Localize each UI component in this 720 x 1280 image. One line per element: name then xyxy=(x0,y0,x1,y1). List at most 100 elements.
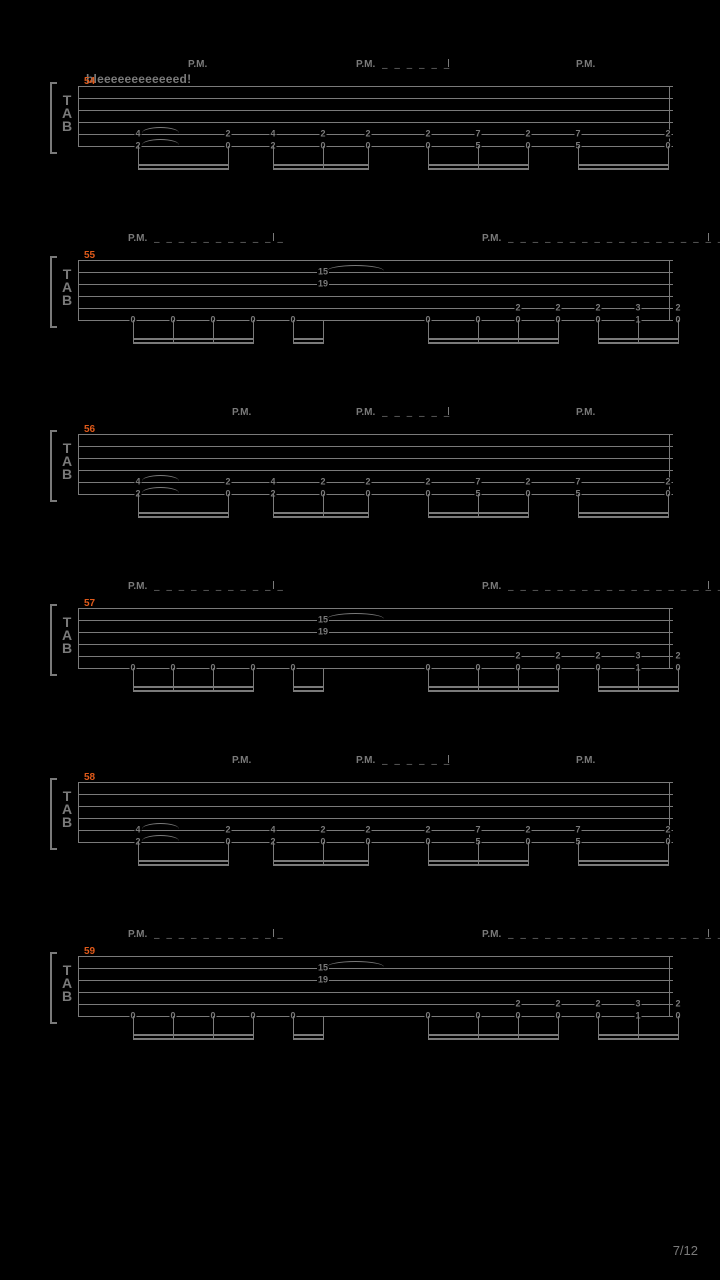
note-stem xyxy=(678,320,679,344)
staff-line xyxy=(78,470,670,471)
note-stem xyxy=(558,668,559,692)
note-stem xyxy=(323,1016,324,1040)
staff: 42422272722020005050 xyxy=(78,86,670,146)
tie-arc xyxy=(142,475,179,481)
fret-number: 2 xyxy=(424,478,431,487)
beam xyxy=(428,860,528,862)
palm-mute-end xyxy=(708,581,709,589)
line-tick xyxy=(670,458,673,459)
fret-number: 2 xyxy=(364,478,371,487)
palm-mute-end xyxy=(273,233,274,241)
staff-line xyxy=(78,446,670,447)
palm-mute-label: P.M. xyxy=(482,929,501,940)
beam xyxy=(133,338,253,340)
beam xyxy=(138,860,228,862)
staff-line xyxy=(78,644,670,645)
note-stem xyxy=(478,146,479,170)
fret-number: 7 xyxy=(474,826,481,835)
fret-number: 2 xyxy=(594,1000,601,1009)
note-stem xyxy=(368,494,369,518)
palm-mute-label: P.M. xyxy=(356,59,375,70)
note-stem xyxy=(273,494,274,518)
fret-number: 2 xyxy=(674,1000,681,1009)
beam xyxy=(598,1038,678,1040)
note-stem xyxy=(528,146,529,170)
note-stem xyxy=(578,146,579,170)
beam xyxy=(598,690,678,692)
beam xyxy=(293,1038,323,1040)
line-tick xyxy=(670,1004,673,1005)
note-stem xyxy=(293,668,294,692)
note-stem xyxy=(323,320,324,344)
line-tick xyxy=(670,806,673,807)
beam xyxy=(428,516,528,518)
tab-clef: TAB xyxy=(58,964,76,1003)
tab-system: TAB57P.M.– – – – – – – – – – – P.M.– – –… xyxy=(50,578,670,708)
tab-clef: TAB xyxy=(58,94,76,133)
fret-number: 2 xyxy=(224,478,231,487)
note-stem xyxy=(253,1016,254,1040)
line-tick xyxy=(670,308,673,309)
fret-number: 3 xyxy=(634,1000,641,1009)
palm-mute-label: P.M. xyxy=(232,755,251,766)
line-tick xyxy=(670,296,673,297)
tie-arc xyxy=(142,487,179,493)
line-tick xyxy=(670,992,673,993)
line-tick xyxy=(670,86,673,87)
beam xyxy=(598,338,678,340)
line-tick xyxy=(670,434,673,435)
staff-line xyxy=(78,308,670,309)
beam xyxy=(428,1038,558,1040)
note-stem xyxy=(428,320,429,344)
fret-number: 19 xyxy=(317,280,329,289)
palm-mute-extent: – – – – – – xyxy=(382,411,451,422)
staff-line xyxy=(78,980,670,981)
note-stem xyxy=(668,494,669,518)
fret-number: 2 xyxy=(514,1000,521,1009)
tab-system: TAB55P.M.– – – – – – – – – – – P.M.– – –… xyxy=(50,230,670,360)
fret-number: 2 xyxy=(424,826,431,835)
palm-mute-label: P.M. xyxy=(576,59,595,70)
note-stem xyxy=(213,1016,214,1040)
line-tick xyxy=(670,608,673,609)
barline xyxy=(78,956,79,1016)
palm-mute-label: P.M. xyxy=(356,755,375,766)
line-tick xyxy=(670,632,673,633)
beam xyxy=(133,1038,253,1040)
staff-line xyxy=(78,86,670,87)
fret-number: 2 xyxy=(664,826,671,835)
note-stem xyxy=(478,842,479,866)
note-stem xyxy=(133,1016,134,1040)
note-stem xyxy=(518,1016,519,1040)
staff: 151922232000000000010 xyxy=(78,260,670,320)
staff-line xyxy=(78,458,670,459)
tie-arc xyxy=(142,835,179,841)
line-tick xyxy=(670,260,673,261)
staff-line xyxy=(78,620,670,621)
palm-mute-label: P.M. xyxy=(232,407,251,418)
fret-number: 7 xyxy=(474,130,481,139)
barline xyxy=(669,260,670,320)
fret-number: 2 xyxy=(224,130,231,139)
system-bracket xyxy=(50,604,57,676)
tie-arc xyxy=(142,823,179,829)
note-stem xyxy=(638,668,639,692)
note-stem xyxy=(478,320,479,344)
fret-number: 7 xyxy=(574,478,581,487)
fret-number: 2 xyxy=(664,130,671,139)
beam xyxy=(428,864,528,866)
line-tick xyxy=(670,794,673,795)
fret-number: 2 xyxy=(514,652,521,661)
barline xyxy=(669,956,670,1016)
beam xyxy=(273,512,368,514)
note-stem xyxy=(558,320,559,344)
fret-number: 2 xyxy=(554,304,561,313)
barline xyxy=(78,86,79,146)
palm-mute-label: P.M. xyxy=(128,581,147,592)
note-stem xyxy=(293,320,294,344)
line-tick xyxy=(670,272,673,273)
fret-number: 7 xyxy=(574,130,581,139)
note-stem xyxy=(323,494,324,518)
line-tick xyxy=(670,818,673,819)
note-stem xyxy=(323,842,324,866)
